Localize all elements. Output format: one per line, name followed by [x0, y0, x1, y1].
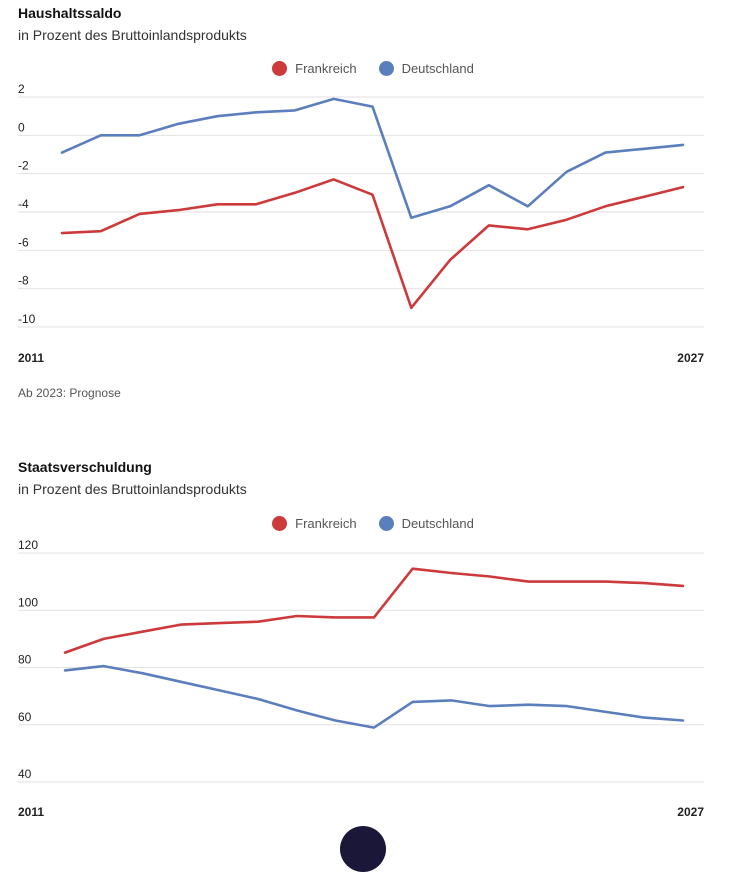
x-tick-label: 2011	[18, 805, 44, 819]
y-tick-label: 60	[18, 710, 32, 724]
y-tick-label: 100	[18, 595, 38, 609]
series-line-frankreich[interactable]	[60, 178, 685, 310]
y-tick-label: -2	[18, 159, 29, 173]
chart-subtitle: in Prozent des Bruttoinlandsprodukts	[18, 481, 247, 497]
legend-label-deutschland: Deutschland	[401, 61, 474, 76]
legend-dot-frankreich	[272, 516, 288, 531]
x-tick-label: 2027	[677, 351, 704, 365]
legend-item-frankreich[interactable]: Frankreich	[272, 61, 357, 76]
y-tick-label: 0	[18, 120, 25, 134]
forecast-note: Ab 2023: Prognose	[18, 386, 121, 400]
legend-dot-frankreich	[272, 61, 288, 76]
series-line-deutschland[interactable]	[60, 97, 685, 220]
chart-title: Haushaltssaldo	[18, 5, 122, 21]
chart-title: Staatsverschuldung	[18, 459, 152, 475]
legend-label-deutschland: Deutschland	[401, 516, 474, 531]
chart-legend: Frankreich Deutschland	[0, 516, 746, 531]
y-tick-label: 40	[18, 767, 32, 781]
x-tick-label: 2011	[18, 351, 44, 365]
y-tick-label: 80	[18, 653, 32, 667]
y-tick-label: -8	[18, 274, 29, 288]
y-tick-label: -4	[18, 197, 29, 211]
y-tick-label: -10	[18, 312, 36, 326]
publisher-logo	[340, 826, 386, 872]
chart-plot-haushaltssaldo: 2 0 -2 -4 -6 -8 -10 2011 2027	[18, 82, 704, 365]
y-tick-label: -6	[18, 235, 29, 249]
legend-dot-deutschland	[378, 516, 394, 531]
y-tick-label: 2	[18, 82, 25, 96]
legend-dot-deutschland	[378, 61, 394, 76]
y-tick-label: 120	[18, 538, 38, 552]
chart-legend: Frankreich Deutschland	[0, 61, 746, 76]
legend-label-frankreich: Frankreich	[295, 516, 357, 531]
series-line-frankreich[interactable]	[63, 567, 685, 654]
legend-item-frankreich[interactable]: Frankreich	[272, 516, 357, 531]
chart-subtitle: in Prozent des Bruttoinlandsprodukts	[18, 27, 247, 43]
legend-label-frankreich: Frankreich	[295, 61, 357, 76]
legend-item-deutschland[interactable]: Deutschland	[378, 61, 474, 76]
chart-plot-staatsverschuldung: 120 100 80 60 40 2011 2027	[18, 538, 704, 819]
legend-item-deutschland[interactable]: Deutschland	[378, 516, 474, 531]
series-line-deutschland[interactable]	[63, 664, 685, 729]
x-tick-label: 2027	[677, 805, 704, 819]
